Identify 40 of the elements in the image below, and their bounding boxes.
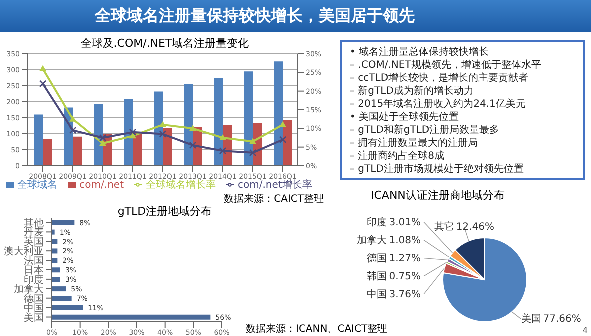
- text: • 域名注册量总体保持较快增长: [350, 46, 490, 59]
- text: – ccTLD增长较快，是增长的主要贡献者: [350, 72, 530, 85]
- legend-label: com/.net增长率: [238, 180, 312, 191]
- chart-title: ICANN认证注册商地域分布: [370, 188, 506, 202]
- data-label: 12.46%: [456, 222, 494, 234]
- text: – 新gTLD成为新的增长动力: [350, 85, 475, 98]
- text: 全球域名注册量保持较快增长，美国居于领先: [0, 0, 591, 32]
- legend-label: com/.net: [80, 180, 124, 191]
- data-label: 1.08%: [389, 235, 421, 246]
- y-tick-label: 德国: [24, 294, 44, 305]
- y-tick-label: 法国: [24, 255, 44, 268]
- legend-label: 全球域名: [18, 180, 58, 191]
- data-label: 1.27%: [389, 253, 421, 264]
- slice-label: 德国: [367, 253, 388, 264]
- text: 4: [582, 326, 588, 335]
- text: – 2015年域名注册收入约为24.1亿美元: [350, 98, 527, 111]
- chart-title: gTLD注册地域分布: [116, 204, 214, 218]
- slice-label: 韩国: [367, 270, 388, 282]
- legend-label: 全球域名增长率: [146, 180, 216, 191]
- y-tick-label: 加拿大: [14, 283, 44, 296]
- text: – 拥有注册数量最大的注册局: [350, 137, 480, 150]
- data-label: 77.66%: [543, 314, 582, 326]
- data-label: 3.01%: [389, 217, 421, 228]
- data-label: 0.75%: [389, 271, 421, 282]
- slice-label: 其它: [434, 221, 454, 234]
- y-tick-label: 美国: [24, 312, 44, 324]
- slice-label: 加拿大: [357, 234, 388, 246]
- text: – gTLD注册市场规模处于绝对领先位置: [350, 163, 525, 176]
- slice-label: 印度: [367, 216, 388, 228]
- text: – gTLD和新gTLD注册局数量最多: [350, 124, 501, 137]
- text: • 美国处于全球领先位置: [350, 111, 460, 124]
- source-note: 数据来源：CAICT整理: [223, 192, 325, 206]
- slice-label: 中国: [367, 288, 388, 300]
- chart-title: 全球及.COM/.NET域名注册量变化: [80, 36, 250, 50]
- source-note: 数据来源：ICANN、CAICT整理: [246, 322, 388, 336]
- slice-label: 美国: [521, 313, 542, 326]
- y-tick-label: 其他: [24, 217, 44, 230]
- data-label: 3.76%: [389, 289, 421, 300]
- text: – 注册商约占全球8成: [350, 150, 446, 163]
- text: – .COM/.NET规模领先，增速低于整体水平: [350, 59, 542, 72]
